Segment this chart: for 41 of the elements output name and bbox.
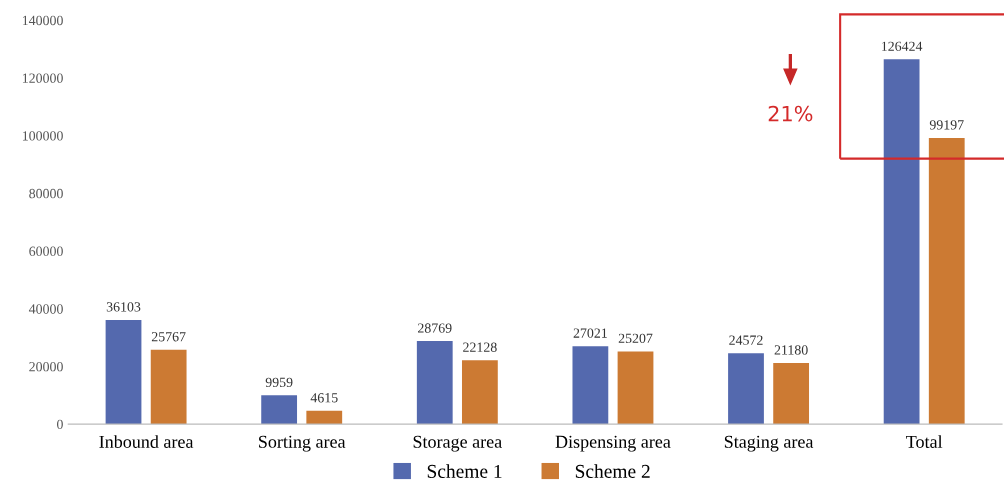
- legend-label: Scheme 2: [575, 464, 650, 478]
- annotation: 21%: [768, 105, 813, 122]
- data-label: 24572: [729, 335, 763, 345]
- x-tick-label: Total: [906, 435, 943, 448]
- y-tick-label: 120000: [22, 73, 63, 83]
- legend-label: Scheme 1: [427, 464, 502, 478]
- x-tick-label: Dispensing area: [555, 435, 671, 452]
- bar: [306, 410, 343, 425]
- x-tick-label: Inbound area: [99, 435, 194, 448]
- data-label: 36103: [106, 302, 141, 312]
- x-tick-label: Storage area: [413, 435, 502, 452]
- data-label: 25207: [618, 333, 653, 343]
- bar: [416, 341, 453, 425]
- x-tick-label: Sorting area: [259, 435, 346, 452]
- bar: [883, 59, 920, 425]
- data-label: 21180: [774, 345, 808, 355]
- bar: [105, 319, 142, 425]
- y-tick-label: 20000: [29, 361, 63, 372]
- bar: [728, 353, 764, 425]
- data-label: 27021: [573, 328, 607, 338]
- data-label: 25767: [151, 332, 186, 342]
- data-label: 28769: [418, 323, 452, 333]
- bar: [617, 351, 654, 425]
- data-label: 22128: [463, 342, 497, 352]
- data-label: 9959: [265, 377, 293, 387]
- data-label: 4615: [310, 393, 338, 403]
- y-tick-label: 0: [57, 419, 63, 430]
- data-label: 99197: [929, 120, 964, 130]
- y-tick-label: 100000: [22, 131, 63, 141]
- data-label: 126424: [882, 41, 923, 51]
- x-tick-label: Staging area: [724, 435, 814, 452]
- y-tick-label: 140000: [22, 15, 63, 26]
- y-tick-label: 80000: [29, 188, 63, 199]
- y-tick-label: 60000: [29, 246, 63, 256]
- bar: [572, 346, 609, 425]
- bar: [928, 137, 965, 425]
- bar: [261, 395, 298, 425]
- bar: [461, 360, 498, 425]
- y-tick-label: 40000: [28, 304, 63, 314]
- bar: [150, 349, 187, 425]
- bar: [773, 362, 810, 425]
